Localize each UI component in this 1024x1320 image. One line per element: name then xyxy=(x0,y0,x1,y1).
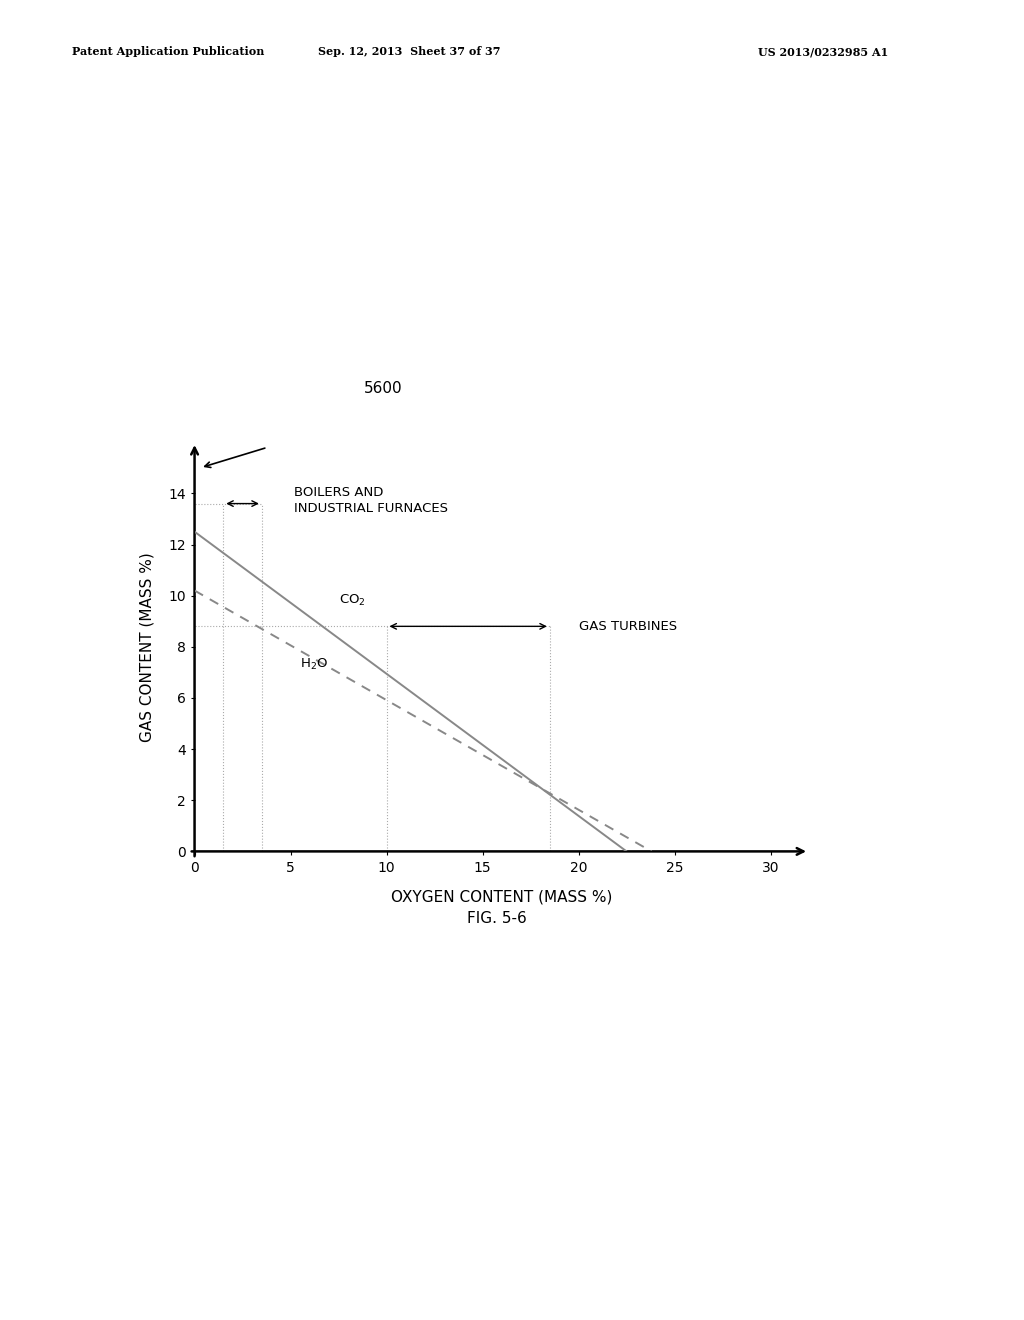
Text: FIG. 5-6: FIG. 5-6 xyxy=(467,911,526,925)
Text: GAS TURBINES: GAS TURBINES xyxy=(579,620,677,632)
Y-axis label: GAS CONTENT (MASS %): GAS CONTENT (MASS %) xyxy=(139,552,155,742)
Text: H$_2$O: H$_2$O xyxy=(300,657,329,672)
Text: Sep. 12, 2013  Sheet 37 of 37: Sep. 12, 2013 Sheet 37 of 37 xyxy=(318,46,501,57)
Text: 5600: 5600 xyxy=(364,381,402,396)
Text: CO$_2$: CO$_2$ xyxy=(339,593,366,609)
Text: BOILERS AND
INDUSTRIAL FURNACES: BOILERS AND INDUSTRIAL FURNACES xyxy=(295,486,449,515)
Text: US 2013/0232985 A1: US 2013/0232985 A1 xyxy=(758,46,888,57)
X-axis label: OXYGEN CONTENT (MASS %): OXYGEN CONTENT (MASS %) xyxy=(391,888,612,904)
Text: Patent Application Publication: Patent Application Publication xyxy=(72,46,264,57)
